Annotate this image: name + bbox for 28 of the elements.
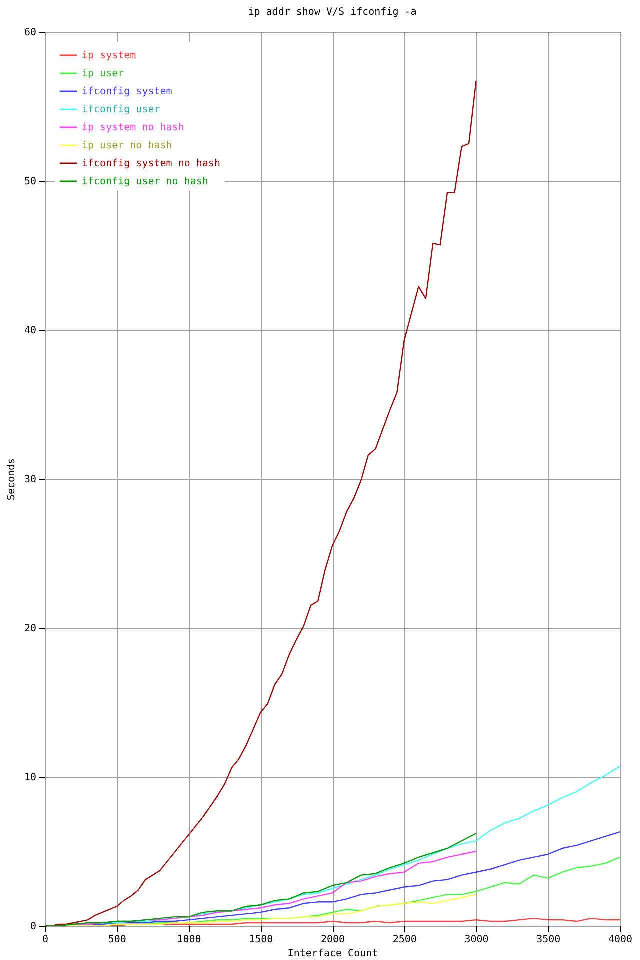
legend-label: ip user no hash [82,140,172,152]
y-tick-label: 50 [24,176,36,188]
legend-label: ifconfig user no hash [82,176,208,188]
x-tick-label: 2500 [392,934,417,946]
x-tick-label: 500 [108,934,126,946]
y-tick-label: 10 [24,772,36,784]
y-tick-label: 60 [24,28,36,38]
legend-label: ip system [82,50,136,62]
y-tick-label: 20 [24,624,36,634]
x-tick-label: 2000 [320,934,346,946]
legend-label: ifconfig user [82,104,160,116]
x-tick-label: 1500 [249,934,274,946]
x-tick-label: 0 [42,934,49,946]
legend-label: ip system no hash [82,122,184,134]
y-tick-label: 40 [24,326,36,336]
x-tick-label: 3500 [536,934,561,946]
chart-title: ip addr show V/S ifconfig -a [248,7,417,18]
y-axis-title: Seconds [6,458,18,501]
legend-label: ip user [82,68,124,80]
legend-label: ifconfig system no hash [82,158,220,170]
y-tick-label: 0 [30,922,36,932]
line-series [45,833,477,926]
x-tick-label: 1000 [177,934,202,946]
x-tick-label: 4000 [608,934,633,946]
x-tick-label: 3000 [464,934,489,946]
x-axis-title: Interface Count [288,948,378,960]
y-tick-label: 30 [24,474,36,486]
legend-label: ifconfig system [82,86,172,98]
